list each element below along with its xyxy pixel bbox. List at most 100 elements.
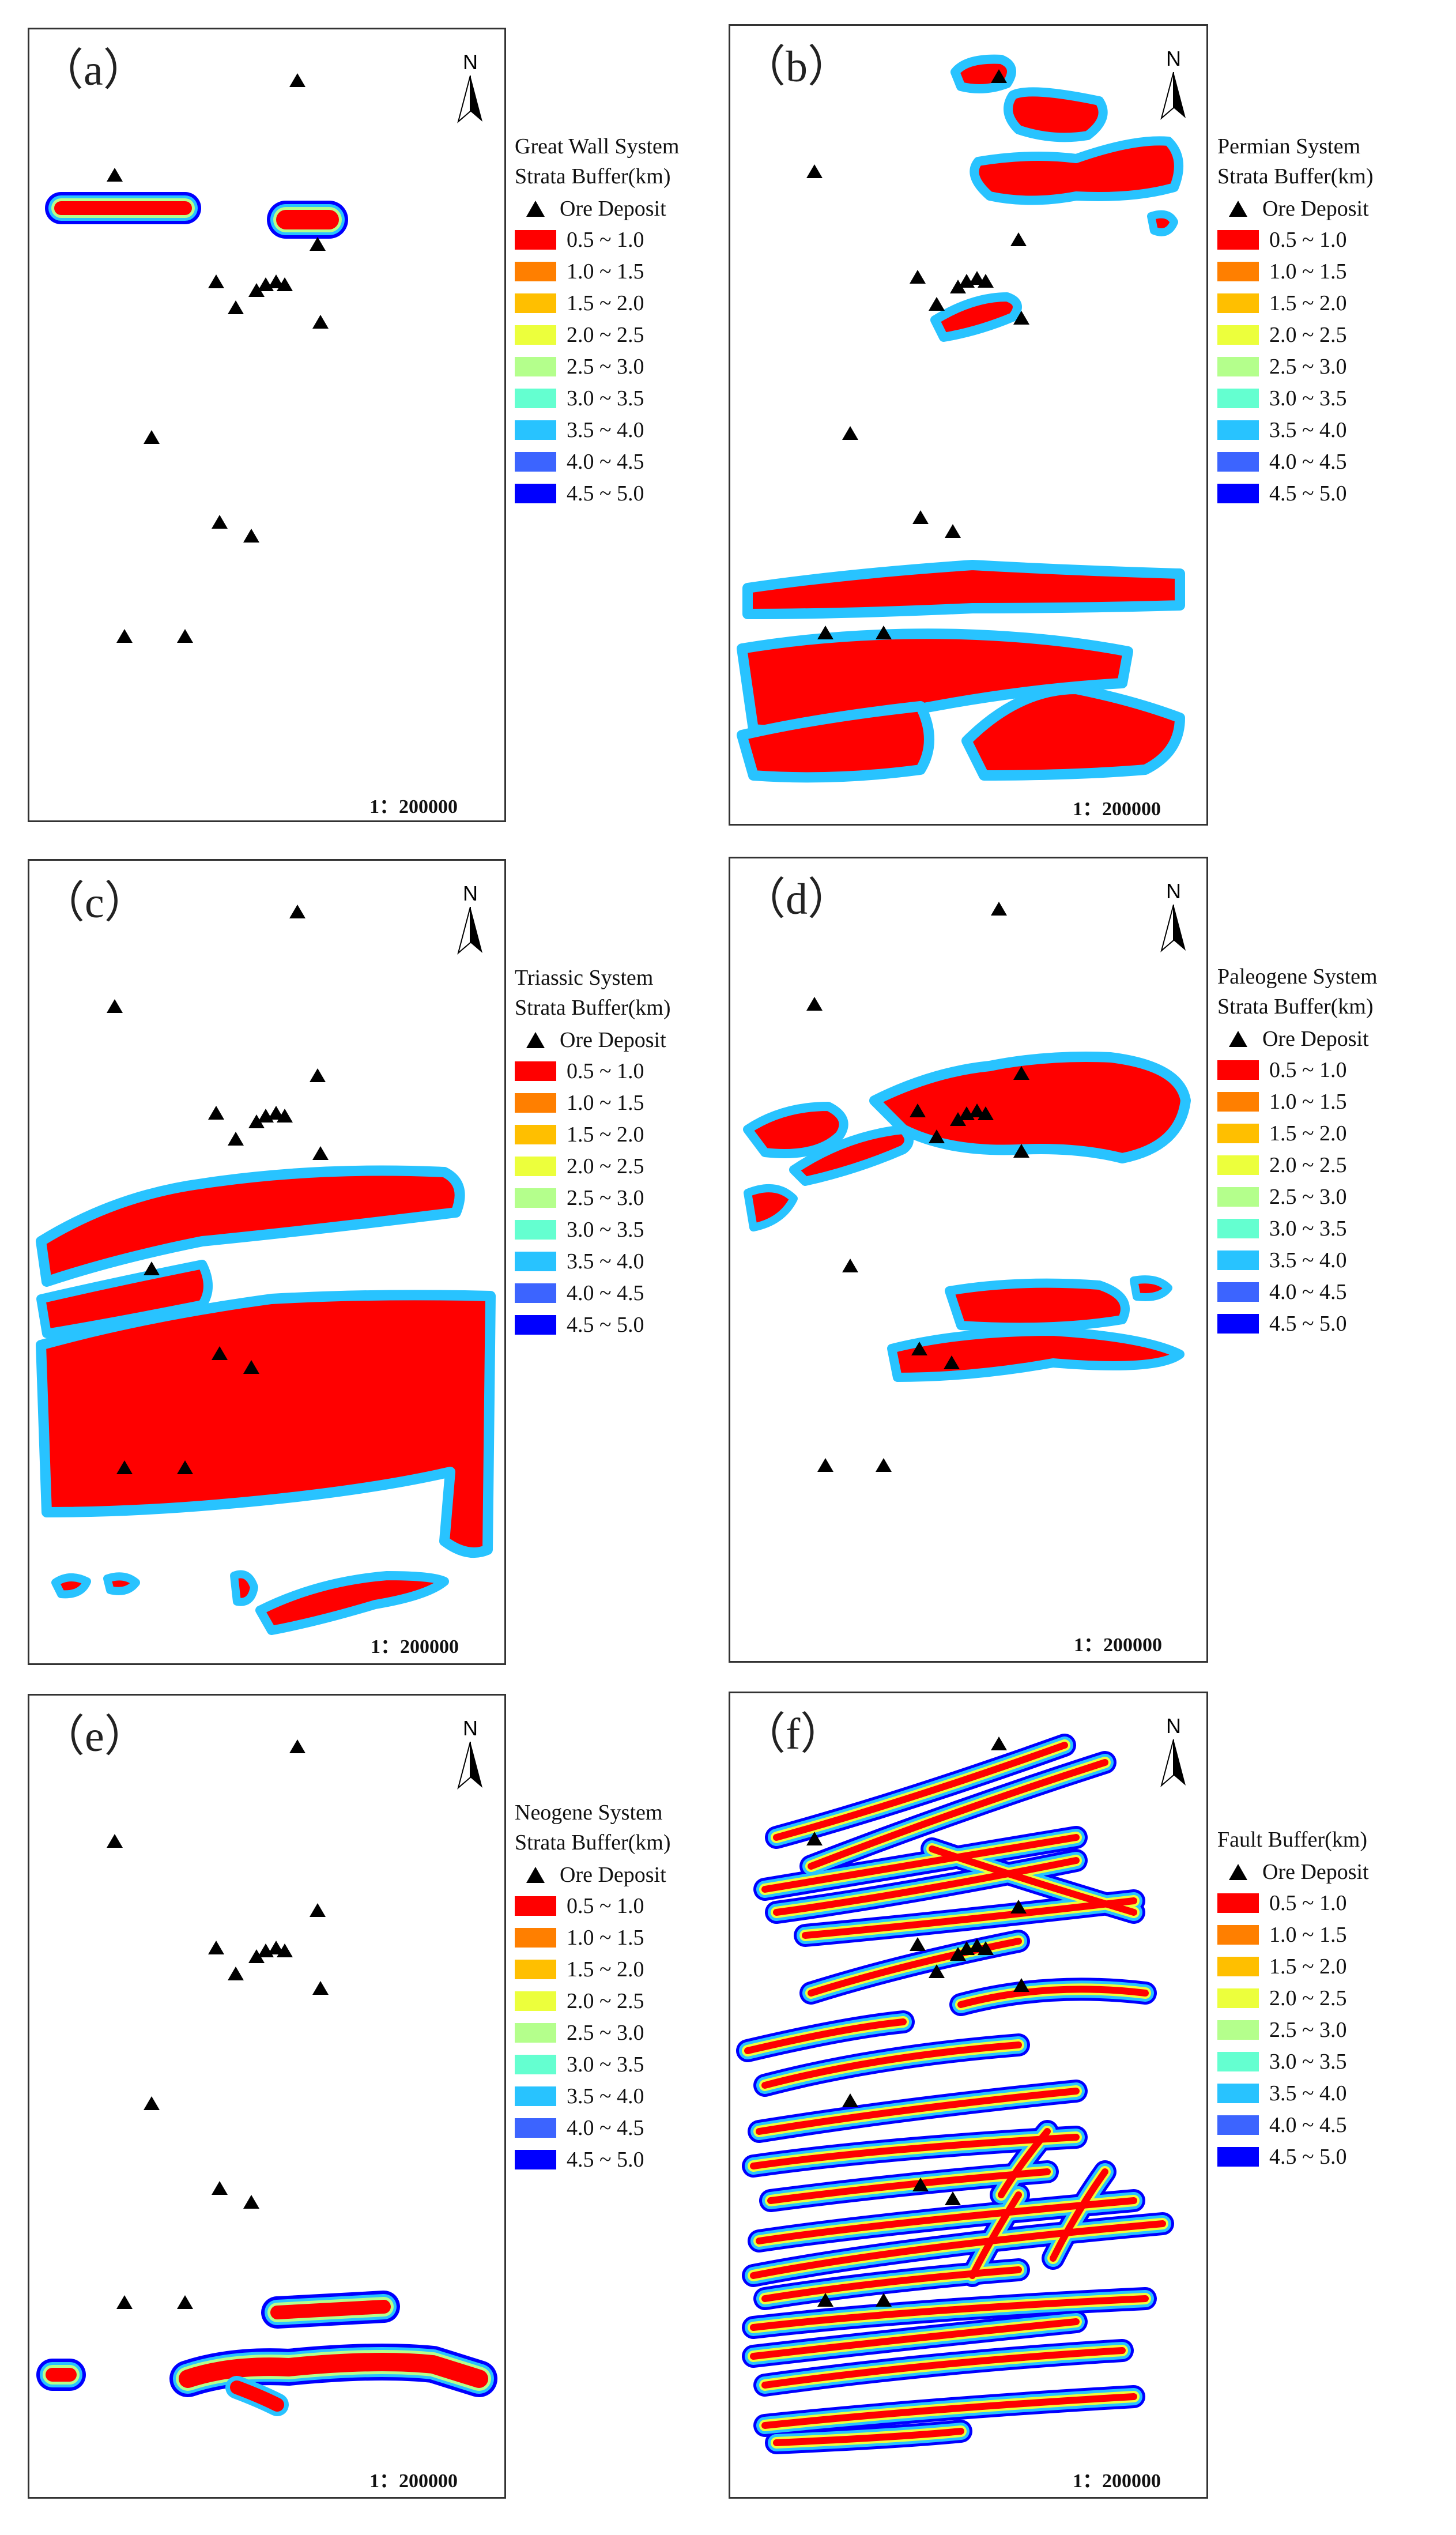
legend-swatch — [515, 2118, 556, 2138]
north-arrow-icon: N — [1153, 1714, 1194, 1789]
legend-a: Great Wall System Strata Buffer(km) Ore … — [515, 131, 757, 509]
legend-swatch — [1217, 1956, 1259, 1976]
legend-classes: 0.5 ~ 1.0 1.0 ~ 1.5 1.5 ~ 2.0 2.0 ~ 2.5 2.5 … — [1217, 1887, 1456, 2172]
legend-swatch — [1217, 1924, 1259, 1945]
north-arrow-icon: N — [1153, 47, 1194, 122]
legend-swatch — [515, 2086, 556, 2106]
legend-class-row: 2.5 ~ 3.0 — [1217, 1181, 1456, 1212]
legend-class-row: 4.0 ~ 4.5 — [515, 1277, 757, 1309]
legend-class-row: 4.0 ~ 4.5 — [1217, 2109, 1456, 2141]
legend-class-label: 2.0 ~ 2.5 — [1269, 322, 1347, 347]
legend-class-label: 1.5 ~ 2.0 — [1269, 291, 1347, 315]
legend-swatch — [1217, 2146, 1259, 2167]
buffer-map-f — [736, 1734, 1174, 2454]
legend-swatch — [1217, 2115, 1259, 2135]
legend-class-row: 4.5 ~ 5.0 — [1217, 477, 1456, 509]
legend-class-label: 2.0 ~ 2.5 — [1269, 1152, 1347, 1177]
legend-swatch — [515, 1156, 556, 1176]
north-arrow-icon: N — [450, 50, 491, 125]
legend-class-row: 1.5 ~ 2.0 — [1217, 287, 1456, 319]
legend-class-row: 0.5 ~ 1.0 — [515, 1055, 757, 1087]
legend-class-row: 3.0 ~ 3.5 — [515, 2048, 757, 2080]
legend-class-row: 4.5 ~ 5.0 — [515, 1309, 757, 1340]
legend-class-label: 1.5 ~ 2.0 — [1269, 1954, 1347, 1979]
legend-b: Permian System Strata Buffer(km) Ore Dep… — [1217, 131, 1456, 509]
legend-swatch — [1217, 1123, 1259, 1143]
legend-swatch — [515, 293, 556, 313]
legend-title-line1: Permian System — [1217, 134, 1361, 159]
map-panel-f: （f） N 1：200000 — [729, 1692, 1208, 2499]
legend-class-row: 3.0 ~ 3.5 — [1217, 1212, 1456, 1244]
legend-class-label: 4.0 ~ 4.5 — [1269, 2112, 1347, 2137]
legend-swatch — [1217, 1250, 1259, 1270]
legend-class-label: 4.5 ~ 5.0 — [1269, 1311, 1347, 1336]
legend-class-label: 1.0 ~ 1.5 — [1269, 1922, 1347, 1947]
legend-class-label: 1.0 ~ 1.5 — [1269, 1089, 1347, 1114]
legend-classes: 0.5 ~ 1.0 1.0 ~ 1.5 1.5 ~ 2.0 2.0 ~ 2.5 2.5 … — [515, 1890, 757, 2175]
buffer-map-a — [45, 73, 348, 643]
legend-swatch — [1217, 1060, 1259, 1080]
buffer-map-b — [737, 54, 1185, 783]
legend-class-row: 3.5 ~ 4.0 — [515, 1245, 757, 1277]
legend-class-label: 3.0 ~ 3.5 — [1269, 1216, 1347, 1241]
buffer-zones — [737, 54, 1185, 783]
legend-ore-deposit: Ore Deposit — [515, 194, 757, 224]
buffer-zones — [45, 192, 348, 239]
map-panel-b: （b） N 1：200000 — [729, 24, 1208, 826]
panel-label: （f） — [742, 1710, 844, 1758]
legend-class-label: 2.5 ~ 3.0 — [567, 1185, 644, 1210]
legend-swatch — [515, 1991, 556, 2011]
legend-class-label: 2.0 ~ 2.5 — [567, 322, 644, 347]
legend-swatch — [515, 1219, 556, 1240]
triangle-icon — [1229, 201, 1247, 217]
legend-classes: 0.5 ~ 1.0 1.0 ~ 1.5 1.5 ~ 2.0 2.0 ~ 2.5 2.5 … — [1217, 224, 1456, 509]
legend-swatch — [1217, 1282, 1259, 1302]
legend-ore-label: Ore Deposit — [560, 197, 666, 221]
legend-class-row: 0.5 ~ 1.0 — [515, 1890, 757, 1922]
legend-title-line2: Strata Buffer(km) — [1217, 995, 1374, 1019]
triangle-icon — [526, 1032, 545, 1048]
map-panel-e: （e） N 1：200000 — [28, 1694, 506, 2499]
legend-class-label: 2.0 ~ 2.5 — [567, 1988, 644, 2013]
ore-deposit-markers — [107, 905, 329, 1474]
buffer-map-e — [36, 1739, 497, 2416]
scale-label: 1：200000 — [1073, 798, 1161, 820]
legend-class-label: 4.0 ~ 4.5 — [567, 2115, 644, 2140]
legend-swatch — [1217, 388, 1259, 408]
legend-class-row: 2.5 ~ 3.0 — [515, 2017, 757, 2048]
legend-swatch — [1217, 420, 1259, 440]
legend-class-row: 1.5 ~ 2.0 — [515, 287, 757, 319]
legend-ore-deposit: Ore Deposit — [515, 1025, 757, 1055]
legend-swatch — [1217, 1988, 1259, 2008]
legend-ore-deposit: Ore Deposit — [1217, 1857, 1456, 1887]
legend-swatch — [515, 1061, 556, 1081]
legend-class-label: 4.5 ~ 5.0 — [567, 481, 644, 506]
legend-title-line2: Strata Buffer(km) — [1217, 164, 1374, 189]
legend-class-row: 4.0 ~ 4.5 — [515, 2112, 757, 2144]
legend-swatch — [515, 229, 556, 250]
legend-class-label: 1.5 ~ 2.0 — [567, 291, 644, 315]
legend-class-row: 0.5 ~ 1.0 — [1217, 1887, 1456, 1919]
legend-class-row: 4.0 ~ 4.5 — [1217, 446, 1456, 477]
legend-class-row: 3.5 ~ 4.0 — [515, 2080, 757, 2112]
scale-label: 1：200000 — [371, 1636, 459, 1658]
legend-title-line1: Paleogene System — [1217, 965, 1378, 989]
legend-class-row: 2.5 ~ 3.0 — [1217, 2014, 1456, 2046]
legend-class-label: 0.5 ~ 1.0 — [1269, 227, 1347, 252]
legend-class-row: 1.0 ~ 1.5 — [1217, 1919, 1456, 1950]
legend-class-row: 2.5 ~ 3.0 — [515, 351, 757, 382]
legend-class-row: 2.0 ~ 2.5 — [1217, 319, 1456, 351]
legend-swatch — [515, 451, 556, 472]
legend-swatch — [1217, 293, 1259, 313]
legend-class-label: 2.0 ~ 2.5 — [1269, 1986, 1347, 2010]
legend-swatch — [515, 356, 556, 376]
legend-class-label: 3.5 ~ 4.0 — [1269, 1248, 1347, 1272]
ore-deposit-markers — [107, 1739, 329, 2309]
legend-class-label: 1.0 ~ 1.5 — [567, 259, 644, 284]
legend-swatch — [515, 1927, 556, 1948]
legend-swatch — [515, 2149, 556, 2169]
legend-class-row: 3.0 ~ 3.5 — [1217, 382, 1456, 414]
legend-swatch — [1217, 2051, 1259, 2071]
legend-class-label: 3.0 ~ 3.5 — [1269, 386, 1347, 410]
legend-swatch — [1217, 356, 1259, 376]
